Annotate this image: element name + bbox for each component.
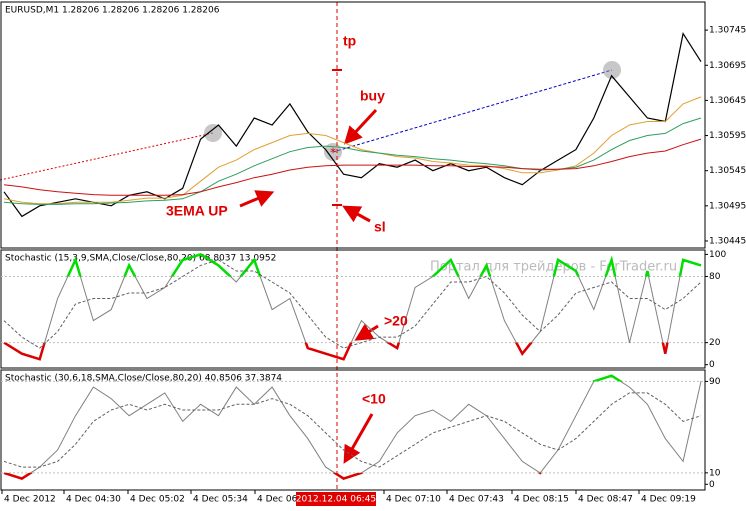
y-tick-label: 0 — [709, 480, 715, 490]
series-line — [3, 96, 702, 205]
trend-line — [0, 132, 214, 181]
cursor-label-bg — [296, 492, 376, 506]
x-tick-label: 4 Dec 06 — [257, 495, 298, 505]
series-line — [3, 392, 702, 468]
x-tick-label: 4 Dec 05:02 — [130, 495, 185, 505]
arrow — [342, 205, 371, 223]
watermark: Портал для трейдеров - ForTrader.ru — [430, 260, 677, 275]
y-tick-label: 20 — [709, 338, 721, 348]
x-tick-label: 4 Dec 2012 — [4, 495, 56, 505]
panel-border — [0, 1, 706, 249]
annotation: buy — [360, 88, 385, 104]
low-zone-line — [3, 472, 542, 480]
panel-title: Stochastic (15,3,9,SMA,Close/Close,80,20… — [5, 254, 276, 264]
y-tick-label: 1.30595 — [709, 131, 746, 141]
panel-border — [0, 369, 706, 491]
entry-star: * — [330, 146, 336, 160]
cursor-label: 2012.12.04 06:45 — [296, 495, 376, 505]
annotation: 3EMA UP — [166, 203, 228, 219]
annotation: tp — [343, 33, 356, 49]
arrow — [354, 323, 379, 341]
annotation: sl — [374, 219, 386, 235]
y-tick-label: 90 — [709, 377, 721, 387]
panel-title: Stochastic (30,6,18,SMA,Close/Close,80,2… — [5, 374, 282, 384]
y-tick-label: 1.30495 — [709, 201, 746, 211]
y-tick-label: 1.30645 — [709, 96, 746, 106]
arrow — [239, 190, 275, 208]
x-tick-label: 4 Dec 07:10 — [386, 495, 441, 505]
annotation: >20 — [384, 313, 408, 329]
x-tick-label: 4 Dec 04:30 — [66, 495, 121, 505]
arrow — [343, 413, 374, 464]
x-tick-label: 4 Dec 07:43 — [449, 495, 504, 505]
trend-line — [332, 69, 613, 153]
series-line — [3, 32, 702, 218]
y-tick-label: 1.30445 — [709, 236, 746, 246]
marker-circle — [204, 124, 222, 142]
x-tick-label: 4 Dec 08:47 — [578, 495, 633, 505]
y-tick-label: 1.30745 — [709, 26, 746, 36]
series-line — [3, 259, 702, 349]
series-line — [3, 117, 702, 205]
panel-title: EURUSD,M1 1.28206 1.28206 1.28206 1.2820… — [5, 6, 220, 16]
y-tick-label: 10 — [709, 468, 721, 478]
arrow — [343, 108, 378, 145]
y-tick-label: 1.30545 — [709, 166, 746, 176]
marker-circle — [603, 61, 621, 79]
x-tick-label: 4 Dec 05:34 — [193, 495, 248, 505]
annotation: <10 — [362, 391, 386, 407]
y-tick-label: 80 — [709, 272, 721, 282]
panel-border — [0, 249, 706, 369]
series-line — [3, 138, 702, 196]
x-tick-label: 4 Dec 08:15 — [514, 495, 569, 505]
x-tick-label: 4 Dec 09:19 — [641, 495, 696, 505]
y-tick-label: 1.30695 — [709, 61, 746, 71]
y-tick-label: 100 — [709, 250, 726, 260]
y-tick-label: 0 — [709, 360, 715, 370]
